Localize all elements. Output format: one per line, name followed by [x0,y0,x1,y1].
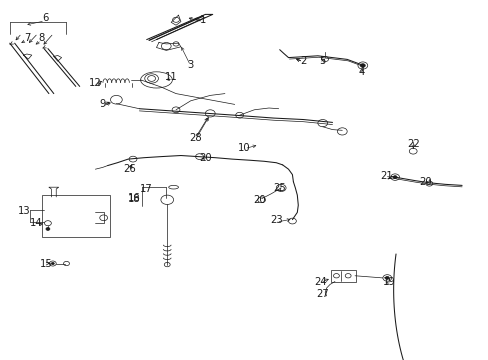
Text: 2: 2 [299,56,306,66]
Text: 4: 4 [358,67,364,77]
Text: 16: 16 [128,193,141,203]
Text: 18: 18 [128,194,141,204]
Text: 6: 6 [41,13,48,23]
Circle shape [360,64,365,67]
Text: 9: 9 [99,99,106,109]
Text: 20: 20 [418,177,431,187]
Text: 14: 14 [30,218,43,228]
Text: 12: 12 [89,78,102,88]
Text: 20: 20 [252,195,265,205]
Text: 5: 5 [319,56,325,66]
Text: 19: 19 [382,276,394,287]
Circle shape [385,276,388,279]
Text: 23: 23 [269,215,282,225]
Circle shape [392,176,396,179]
Text: 8: 8 [39,33,44,43]
Text: 28: 28 [189,132,202,143]
Text: 25: 25 [273,183,285,193]
Text: 24: 24 [313,276,326,287]
Text: 17: 17 [140,184,153,194]
Text: 27: 27 [316,289,328,300]
Text: 22: 22 [406,139,419,149]
Text: 20: 20 [199,153,211,163]
Text: 21: 21 [379,171,392,181]
Text: 3: 3 [187,60,193,70]
Circle shape [46,228,50,230]
Text: 11: 11 [164,72,177,82]
Text: 1: 1 [199,15,206,25]
Text: 7: 7 [23,33,30,43]
Text: 10: 10 [238,143,250,153]
Text: 13: 13 [18,206,31,216]
Text: 15: 15 [40,258,53,269]
Circle shape [51,262,54,265]
Text: 26: 26 [123,164,136,174]
